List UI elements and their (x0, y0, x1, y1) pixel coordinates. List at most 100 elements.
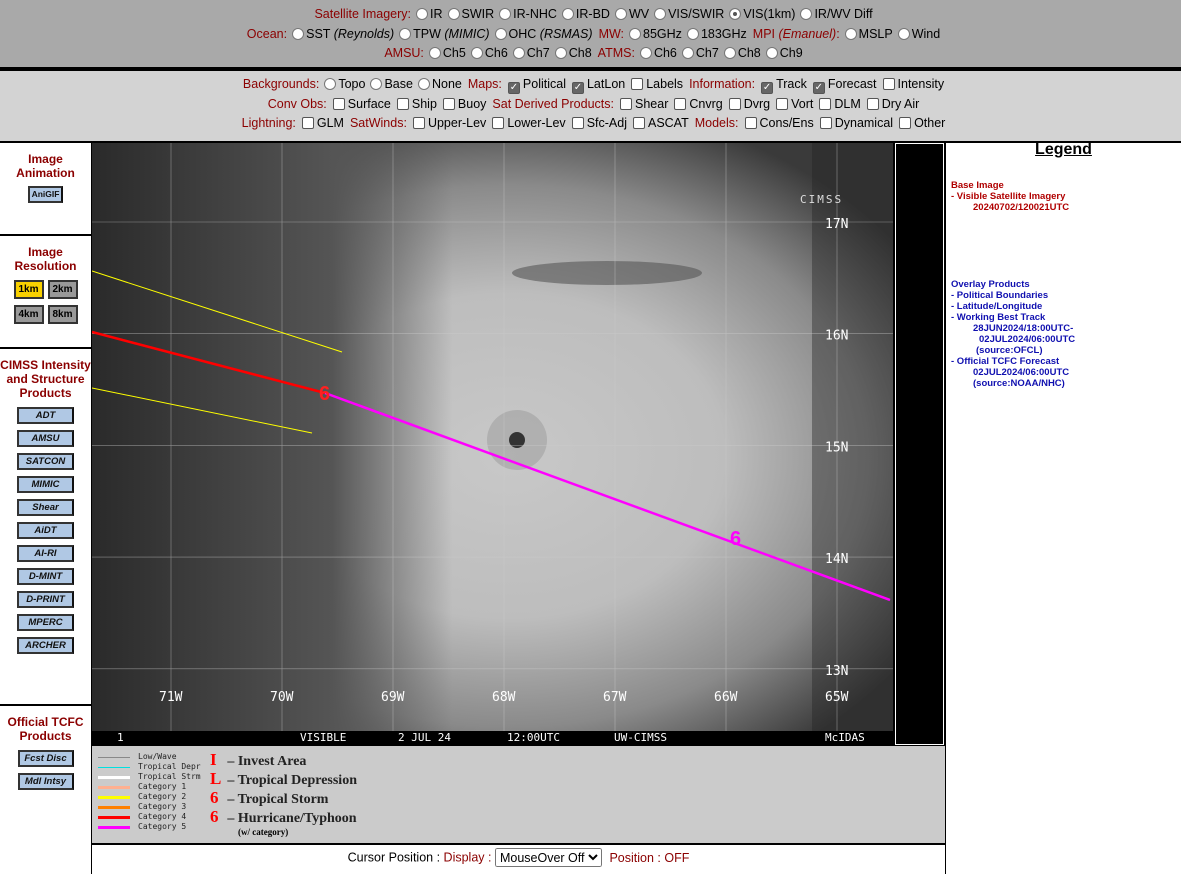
display-select[interactable]: MouseOver Off (494, 848, 602, 867)
radio-option[interactable]: Ch7 (680, 46, 719, 60)
checkbox[interactable]: ✓ (571, 82, 584, 94)
radio-button[interactable] (292, 27, 305, 40)
checkbox-option[interactable]: Dvrg (726, 97, 770, 111)
checkbox-option[interactable]: Sfc-Adj (569, 116, 627, 130)
radio-button[interactable] (399, 27, 412, 40)
resolution-8km-button[interactable]: 8km (47, 305, 78, 324)
product-button-ai-ri[interactable]: AI-RI (17, 545, 74, 562)
checkbox[interactable] (332, 97, 345, 110)
radio-option[interactable]: Ch6 (638, 46, 677, 60)
checkbox[interactable] (571, 117, 584, 129)
checkbox-option[interactable]: ✓ Forecast (810, 77, 877, 94)
checkbox[interactable] (442, 97, 455, 110)
product-button-archer[interactable]: ARCHER (17, 637, 74, 654)
radio-button[interactable] (561, 8, 574, 20)
checkbox[interactable] (620, 97, 632, 110)
checkbox[interactable] (899, 117, 912, 129)
checkbox-option[interactable]: Vort (773, 97, 813, 111)
radio-option[interactable]: Ch8 (553, 46, 592, 60)
product-button-d-mint[interactable]: D-MINT (17, 568, 74, 585)
radio-option[interactable]: 85GHz (627, 27, 682, 41)
radio-option[interactable]: Wind (896, 27, 940, 41)
hurricane-icon[interactable]: 6 (319, 383, 330, 405)
checkbox[interactable] (412, 117, 425, 129)
radio-option[interactable]: WV (613, 7, 649, 21)
radio-button[interactable] (723, 47, 736, 59)
product-button-d-print[interactable]: D-PRINT (17, 591, 74, 608)
checkbox-option[interactable]: Buoy (440, 97, 486, 111)
radio-button[interactable] (447, 8, 460, 20)
checkbox-option[interactable]: Shear (617, 97, 668, 111)
radio-option[interactable]: VIS/SWIR (652, 7, 724, 21)
resolution-1km-button[interactable]: 1km (13, 280, 44, 299)
checkbox-option[interactable]: Dry Air (864, 97, 919, 111)
checkbox[interactable] (728, 97, 741, 110)
radio-button[interactable] (686, 27, 699, 40)
checkbox[interactable] (492, 117, 505, 129)
checkbox-option[interactable]: ASCAT (630, 116, 689, 130)
radio-option[interactable]: Ch9 (764, 46, 803, 60)
checkbox-option[interactable]: DLM (816, 97, 861, 111)
radio-button[interactable] (370, 78, 383, 90)
radio-button[interactable] (765, 47, 778, 59)
product-button-satcon[interactable]: SATCON (17, 453, 74, 470)
radio-option[interactable]: OHC (RSMAS) (493, 27, 593, 41)
product-button-mperc[interactable]: MPERC (17, 614, 74, 631)
radio-option[interactable]: SWIR (446, 7, 494, 21)
radio-option[interactable]: Base (368, 77, 413, 91)
checkbox-option[interactable]: Lower-Lev (489, 116, 566, 130)
radio-option[interactable]: IR-NHC (497, 7, 557, 21)
radio-button[interactable] (428, 47, 441, 59)
radio-button[interactable] (681, 47, 694, 59)
checkbox-option[interactable]: ✓ Political (505, 77, 566, 94)
checkbox[interactable]: ✓ (812, 82, 825, 94)
radio-button[interactable] (729, 8, 742, 20)
radio-button[interactable] (800, 8, 813, 20)
radio-option[interactable]: Ch7 (511, 46, 550, 60)
resolution-2km-button[interactable]: 2km (47, 280, 78, 299)
checkbox-option[interactable]: Dynamical (817, 116, 893, 130)
radio-option[interactable]: VIS(1km) (727, 7, 795, 21)
checkbox[interactable] (301, 117, 314, 129)
checkbox[interactable]: ✓ (761, 82, 774, 94)
product-button-shear[interactable]: Shear (17, 499, 74, 516)
checkbox-option[interactable]: Upper-Lev (410, 116, 486, 130)
checkbox-option[interactable]: Cnvrg (671, 97, 723, 111)
radio-button[interactable] (470, 47, 483, 59)
product-button-amsu[interactable]: AMSU (17, 430, 74, 447)
radio-button[interactable] (554, 47, 567, 59)
radio-button[interactable] (844, 27, 857, 40)
checkbox-option[interactable]: Intensity (880, 77, 944, 91)
checkbox-option[interactable]: Cons/Ens (742, 116, 814, 130)
checkbox-option[interactable]: Surface (330, 97, 391, 111)
radio-button[interactable] (499, 8, 512, 20)
checkbox-option[interactable]: ✓ LatLon (569, 77, 625, 94)
radio-option[interactable]: 183GHz (685, 27, 747, 41)
radio-option[interactable]: TPW (MIMIC) (397, 27, 490, 41)
radio-option[interactable]: IR/WV Diff (798, 7, 873, 21)
radio-option[interactable]: Ch8 (722, 46, 761, 60)
radio-button[interactable] (629, 27, 642, 40)
radio-option[interactable]: Ch6 (469, 46, 508, 60)
checkbox-option[interactable]: Ship (394, 97, 437, 111)
checkbox[interactable] (674, 97, 687, 110)
radio-button[interactable] (639, 47, 652, 59)
checkbox[interactable] (631, 78, 644, 90)
radio-option[interactable]: IR (414, 7, 443, 21)
anigif-button[interactable]: AniGIF (28, 186, 63, 203)
checkbox[interactable] (776, 97, 789, 110)
radio-button[interactable] (416, 8, 429, 20)
radio-button[interactable] (512, 47, 525, 59)
checkbox-option[interactable]: ✓ Track (758, 77, 807, 94)
product-button-adt[interactable]: ADT (17, 407, 74, 424)
checkbox-option[interactable]: Other (896, 116, 945, 130)
product-button-mimic[interactable]: MIMIC (17, 476, 74, 493)
checkbox-option[interactable]: Labels (628, 77, 683, 91)
radio-option[interactable]: None (416, 77, 462, 91)
checkbox[interactable] (819, 117, 832, 129)
radio-option[interactable]: IR-BD (560, 7, 610, 21)
checkbox[interactable] (744, 117, 757, 129)
radio-button[interactable] (654, 8, 667, 20)
checkbox[interactable] (396, 97, 409, 110)
